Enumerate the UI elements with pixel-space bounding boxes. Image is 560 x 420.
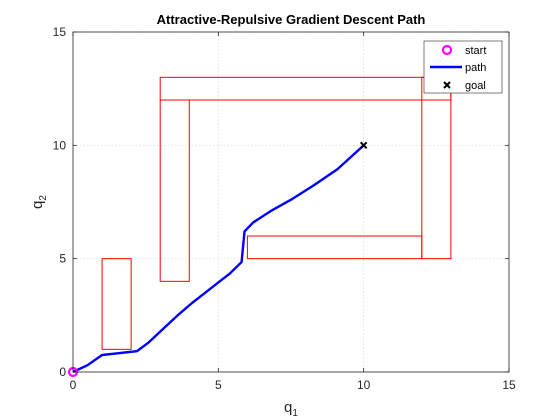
legend-path-label: path bbox=[465, 62, 486, 74]
y-axis-label: q2 bbox=[29, 195, 49, 209]
y-tick-label: 10 bbox=[53, 138, 67, 152]
legend-start-label: start bbox=[465, 45, 486, 57]
obstacle-middle-bar bbox=[246, 235, 423, 260]
obstacle-bottom-left bbox=[101, 258, 132, 350]
x-tick-label: 15 bbox=[502, 378, 516, 392]
goal-marker bbox=[359, 141, 368, 150]
x-tick-label: 5 bbox=[215, 378, 222, 392]
legend-goal-label: goal bbox=[465, 80, 486, 92]
y-tick-label: 0 bbox=[59, 365, 66, 379]
chart-title: Attractive-Repulsive Gradient Descent Pa… bbox=[157, 12, 426, 27]
path-series bbox=[72, 144, 365, 374]
legend-start-marker bbox=[441, 44, 453, 56]
y-tick-label: 5 bbox=[59, 252, 66, 266]
x-tick-label: 0 bbox=[70, 378, 77, 392]
ticks: 0 5 10 15 0 5 10 15 bbox=[53, 25, 516, 392]
x-axis-label: q1 bbox=[284, 399, 298, 419]
legend-goal-marker bbox=[443, 81, 451, 89]
path-line bbox=[72, 144, 365, 374]
x-tick-label: 10 bbox=[357, 378, 371, 392]
axes-box bbox=[72, 31, 510, 373]
y-tick-label: 15 bbox=[53, 25, 67, 39]
legend: start path goal bbox=[423, 40, 503, 94]
